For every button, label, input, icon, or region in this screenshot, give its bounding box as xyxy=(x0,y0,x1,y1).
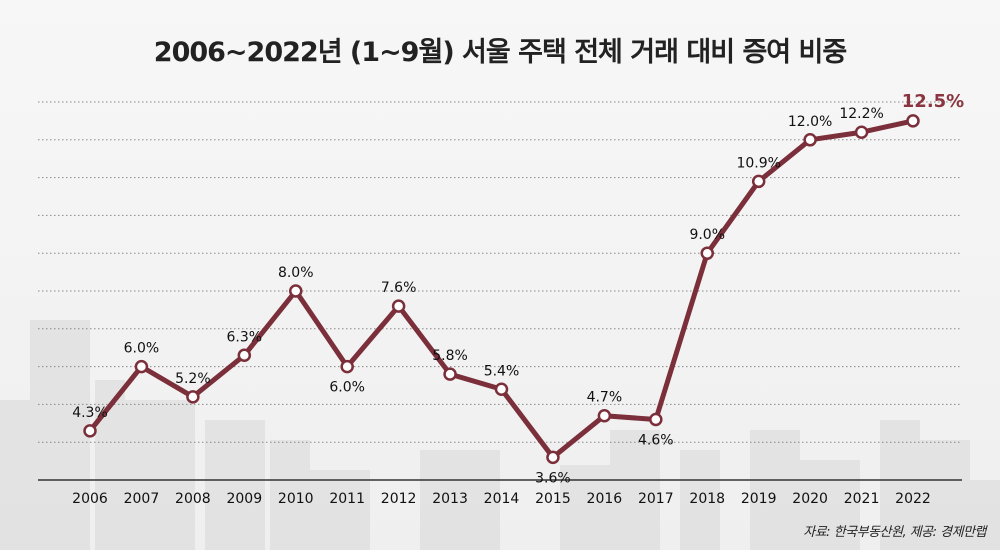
building-silhouette xyxy=(750,430,800,550)
data-label: 12.2% xyxy=(839,106,883,122)
data-point xyxy=(83,424,97,438)
x-tick-label: 2019 xyxy=(741,491,777,507)
x-tick-label: 2020 xyxy=(792,491,828,507)
x-tick-label: 2018 xyxy=(689,491,725,507)
building-silhouette xyxy=(970,480,1000,550)
building-silhouette xyxy=(30,320,90,550)
building-silhouette xyxy=(800,460,860,550)
data-point xyxy=(289,284,303,298)
data-point xyxy=(340,359,354,374)
data-label: 6.0% xyxy=(329,380,365,396)
building-silhouette xyxy=(125,400,195,550)
building-silhouette xyxy=(205,420,265,550)
data-point xyxy=(649,412,663,427)
x-tick-label: 2009 xyxy=(226,491,262,507)
x-tick-label: 2011 xyxy=(329,491,365,507)
data-label: 6.3% xyxy=(227,329,263,345)
building-silhouette xyxy=(270,440,310,550)
building-silhouette xyxy=(310,470,370,550)
data-point xyxy=(751,174,766,189)
x-tick-label: 2008 xyxy=(175,491,211,507)
x-tick-label: 2022 xyxy=(895,491,931,507)
data-label: 10.9% xyxy=(736,155,780,171)
data-label: 12.0% xyxy=(788,114,832,130)
data-point xyxy=(803,133,817,147)
building-silhouette xyxy=(560,465,610,550)
data-point xyxy=(546,450,560,465)
x-tick-label: 2015 xyxy=(535,491,571,507)
data-label: 12.5% xyxy=(902,91,964,112)
source-note: 자료: 한국부동산원, 제공: 경제만랩 xyxy=(803,525,986,540)
building-silhouette xyxy=(880,420,920,550)
data-point xyxy=(700,246,714,260)
data-point xyxy=(391,299,406,313)
data-label: 5.8% xyxy=(432,348,468,364)
x-tick-label: 2007 xyxy=(124,491,160,507)
x-tick-label: 2006 xyxy=(72,491,108,507)
x-tick-label: 2012 xyxy=(381,491,417,507)
data-label: 4.6% xyxy=(638,433,674,449)
building-silhouette xyxy=(920,440,970,550)
x-tick-label: 2013 xyxy=(432,491,468,507)
x-tick-label: 2010 xyxy=(278,491,314,507)
data-point xyxy=(494,382,509,397)
building-silhouette xyxy=(680,450,720,550)
data-point xyxy=(597,408,612,423)
building-silhouette xyxy=(610,430,660,550)
data-point xyxy=(237,348,252,363)
data-label: 5.4% xyxy=(484,363,520,379)
data-point xyxy=(854,125,869,139)
x-tick-label: 2021 xyxy=(844,491,880,507)
data-label: 4.3% xyxy=(72,405,108,421)
data-label: 8.0% xyxy=(278,265,314,281)
series-line xyxy=(88,118,914,460)
data-point xyxy=(906,114,920,128)
data-label: 3.6% xyxy=(535,470,571,486)
data-point xyxy=(134,359,149,374)
data-label: 5.2% xyxy=(175,371,211,387)
data-label: 7.6% xyxy=(381,280,417,296)
data-label: 4.7% xyxy=(587,390,623,406)
data-label: 6.0% xyxy=(124,341,160,357)
building-silhouette xyxy=(420,450,500,550)
data-point xyxy=(443,367,457,381)
x-tick-label: 2014 xyxy=(484,491,520,507)
chart-title: 2006~2022년 (1~9월) 서울 주택 전체 거래 대비 증여 비중 xyxy=(153,37,847,68)
x-tick-label: 2017 xyxy=(638,491,674,507)
building-silhouette xyxy=(0,400,30,550)
data-point xyxy=(186,390,200,404)
x-tick-label: 2016 xyxy=(587,491,623,507)
data-label: 9.0% xyxy=(689,227,725,243)
